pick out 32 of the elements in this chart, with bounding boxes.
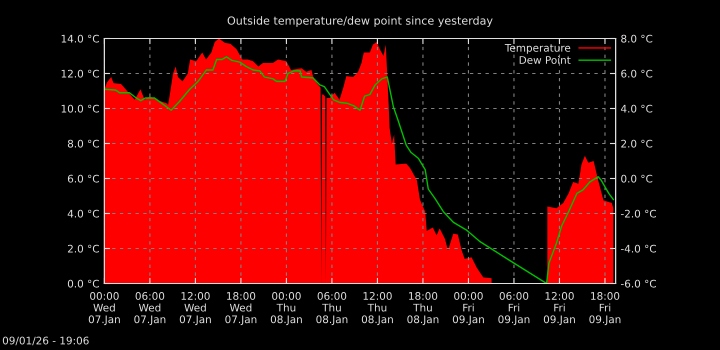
x-tick-label: 18:00 Wed 07.Jan (225, 292, 256, 326)
chart-title: Outside temperature/dew point since yesterday (228, 16, 493, 27)
legend-label: Dew Point (520, 56, 571, 64)
x-tick-label: 12:00 Thu 08.Jan (362, 292, 393, 326)
y2-tick-label: -6.0 °C (620, 280, 656, 288)
y-tick-label: 10.0 °C (62, 104, 99, 113)
x-tick-label: 00:00 Fri 09.Jan (452, 292, 484, 326)
x-tick-label: 06:00 Fri 09.Jan (498, 292, 530, 326)
y2-tick-label: 0.0 °C (621, 174, 652, 183)
y2-tick-label: 6.0 °C (621, 70, 652, 78)
x-tick-label: 18:00 Thu 08.Jan (407, 292, 438, 326)
x-tick-label: 06:00 Thu 08.Jan (316, 292, 348, 326)
y2-tick-label: 8.0 °C (621, 34, 652, 43)
x-tick-label: 12:00 Fri 09.Jan (544, 292, 575, 326)
y-tick-label: 12.0 °C (62, 70, 99, 78)
y-tick-label: 8.0 °C (68, 140, 99, 148)
y2-tick-label: 2.0 °C (621, 140, 652, 148)
legend-label: Temperature (504, 44, 570, 54)
y-tick-label: 0.0 °C (68, 280, 99, 288)
x-tick-label: 06:00 Wed 07.Jan (134, 292, 166, 326)
y2-tick-label: -4.0 °C (620, 244, 656, 253)
x-tick-label: 00:00 Thu 08.Jan (270, 292, 302, 326)
text: 09/01/26 - 19:06 (2, 336, 89, 346)
y2-tick-label: -2.0 °C (620, 210, 656, 218)
x-tick-label: 18:00 Fri 09.Jan (589, 292, 620, 326)
x-tick-label: 00:00 Wed 07.Jan (88, 292, 120, 326)
y-tick-label: 6.0 °C (68, 174, 99, 183)
y-tick-label: 2.0 °C (68, 244, 99, 253)
y-tick-label: 14.0 °C (62, 34, 99, 43)
y-tick-label: 4.0 °C (68, 210, 99, 218)
x-tick-label: 12:00 Wed 07.Jan (180, 292, 211, 326)
y2-tick-label: 4.0 °C (620, 104, 652, 113)
